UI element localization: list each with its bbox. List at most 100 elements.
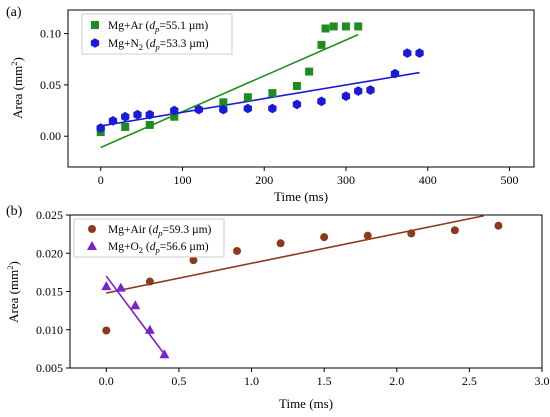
point-mg-ar xyxy=(329,22,338,31)
panel-a-label: (a) xyxy=(6,5,22,20)
panel-a-legend: Mg+Ar (dp=55.1 µm) Mg+N2 (dp=53.3 µm) xyxy=(81,13,233,55)
panel-a-x-tick-label: 400 xyxy=(419,173,437,187)
legend-b-entry-2: Mg+O2 (dp=56.6 µm) xyxy=(108,241,209,255)
panel-a-x-tick-label: 100 xyxy=(173,173,191,187)
legend-a-entry-1: Mg+Ar (dp=55.1 µm) xyxy=(108,20,208,34)
point-mg-n2 xyxy=(403,48,412,58)
point-mg-n2 xyxy=(108,116,118,126)
point-mg-ar xyxy=(219,98,228,107)
panel-b-fit-lines xyxy=(105,214,485,355)
panel-a-legend-markers xyxy=(90,21,100,48)
point-mg-o2 xyxy=(144,324,155,334)
panel-b-x-ticks: 0.0 0.5 1.0 1.5 2.0 2.5 3.0 xyxy=(99,368,550,388)
legend-marker-mg-o2 xyxy=(87,241,97,250)
point-mg-air xyxy=(407,229,416,238)
point-mg-n2 xyxy=(292,99,302,110)
fit-line-mg-ar xyxy=(100,33,359,149)
panel-b-y-tick-label: 0.015 xyxy=(36,285,63,299)
panel-b-y-tick-label: 0.005 xyxy=(36,361,63,375)
panel-a-y-tick-label: 0.05 xyxy=(40,78,61,92)
point-mg-o2 xyxy=(115,282,126,292)
panel-b-y-tick-label: 0.020 xyxy=(36,246,63,260)
panel-b-x-tick-label: 2.5 xyxy=(462,374,477,388)
point-mg-ar xyxy=(170,112,179,121)
panel-b-label: (b) xyxy=(6,204,23,219)
fit-line-mg-air xyxy=(106,214,485,294)
panel-a-points xyxy=(96,22,424,137)
point-mg-n2 xyxy=(145,109,154,120)
panel-b-x-axis-title: Time (ms) xyxy=(279,396,333,411)
point-mg-ar xyxy=(121,122,130,131)
panel-b-legend-markers xyxy=(87,225,97,250)
point-mg-ar xyxy=(268,89,277,98)
point-mg-n2 xyxy=(219,104,228,115)
point-mg-air xyxy=(102,326,111,335)
panel-b-x-tick-label: 0.5 xyxy=(171,374,186,388)
panel-a-plot-frame xyxy=(67,9,535,168)
panel-b-y-tick-label: 0.025 xyxy=(36,208,63,222)
panel-b-x-tick-label: 1.5 xyxy=(317,374,332,388)
point-mg-ar xyxy=(321,24,330,33)
point-mg-air xyxy=(320,233,329,242)
point-mg-n2 xyxy=(243,103,253,114)
point-mg-n2 xyxy=(354,86,363,96)
point-mg-n2 xyxy=(133,109,142,120)
panel-b-y-axis-title: Area (mm2) xyxy=(5,261,21,323)
panel-b-x-tick-label: 2.0 xyxy=(389,374,404,388)
point-mg-ar xyxy=(341,22,350,31)
panel-b-x-tick-label: 0.0 xyxy=(99,374,114,388)
panel-a-x-tick-label: 200 xyxy=(255,173,273,187)
point-mg-ar xyxy=(243,93,252,102)
panel-b-y-tick-label: 0.010 xyxy=(36,323,63,337)
point-mg-ar xyxy=(317,40,326,49)
point-mg-o2 xyxy=(159,349,170,359)
point-mg-air xyxy=(494,221,503,230)
panel-a-y-axis-title: Area (mm2) xyxy=(9,57,25,119)
point-mg-ar xyxy=(354,22,363,31)
panel-a-x-tick-label: 500 xyxy=(500,173,518,187)
point-mg-n2 xyxy=(268,103,277,114)
point-mg-n2 xyxy=(96,123,105,133)
panel-a-x-ticks: 0 100 200 300 400 500 xyxy=(98,167,518,187)
point-mg-n2 xyxy=(317,96,326,107)
panel-a-legend-box xyxy=(81,13,233,55)
point-mg-air xyxy=(145,277,154,286)
panel-a-x-axis-title: Time (ms) xyxy=(274,189,328,204)
panel-b-y-ticks: 0.005 0.010 0.015 0.020 0.025 xyxy=(36,208,70,375)
legend-b-entry-1: Mg+Air (dp=59.3 µm) xyxy=(108,224,212,238)
point-mg-n2 xyxy=(170,105,179,116)
point-mg-o2 xyxy=(101,281,112,291)
point-mg-ar xyxy=(145,120,154,129)
point-mg-n2 xyxy=(366,85,375,95)
point-mg-ar xyxy=(305,67,314,76)
panel-a-x-tick-label: 0 xyxy=(98,173,104,187)
panel-a-y-ticks: 0.00 0.05 0.10 xyxy=(40,27,68,143)
point-mg-air xyxy=(363,231,372,240)
point-mg-air xyxy=(189,256,198,265)
fit-line-mg-o2 xyxy=(105,275,166,355)
point-mg-air xyxy=(276,239,285,248)
point-mg-n2 xyxy=(415,48,424,58)
point-mg-o2 xyxy=(130,300,141,310)
panel-b-legend-box xyxy=(73,218,225,258)
panel-a-x-tick-label: 300 xyxy=(337,173,355,187)
legend-a-entry-2: Mg+N2 (dp=53.3 µm) xyxy=(108,38,209,52)
panel-b: (b) 0.0 0.5 1.0 1.5 2.0 2.5 3.0 0.005 0.010 0.01… xyxy=(5,204,550,411)
point-mg-n2 xyxy=(341,91,351,101)
legend-marker-mg-ar xyxy=(91,21,99,29)
panel-a-y-tick-label: 0.10 xyxy=(40,27,61,41)
panel-b-x-tick-label: 1.0 xyxy=(244,374,259,388)
panel-a: (a) 0 100 200 300 400 500 0.00 0.05 0.10 Time (… xyxy=(6,5,535,204)
point-mg-n2 xyxy=(194,104,203,115)
panel-b-legend: Mg+Air (dp=59.3 µm) Mg+O2 (dp=56.6 µm) xyxy=(73,218,225,258)
panel-a-y-tick-label: 0.00 xyxy=(40,129,61,143)
point-mg-n2 xyxy=(121,111,130,122)
legend-marker-mg-n2 xyxy=(90,38,100,48)
point-mg-n2 xyxy=(390,68,400,79)
point-mg-ar xyxy=(292,81,301,90)
point-mg-air xyxy=(233,246,242,255)
legend-marker-mg-air xyxy=(88,225,96,233)
panel-b-x-tick-label: 3.0 xyxy=(535,374,550,388)
panel-b-points xyxy=(101,221,503,359)
